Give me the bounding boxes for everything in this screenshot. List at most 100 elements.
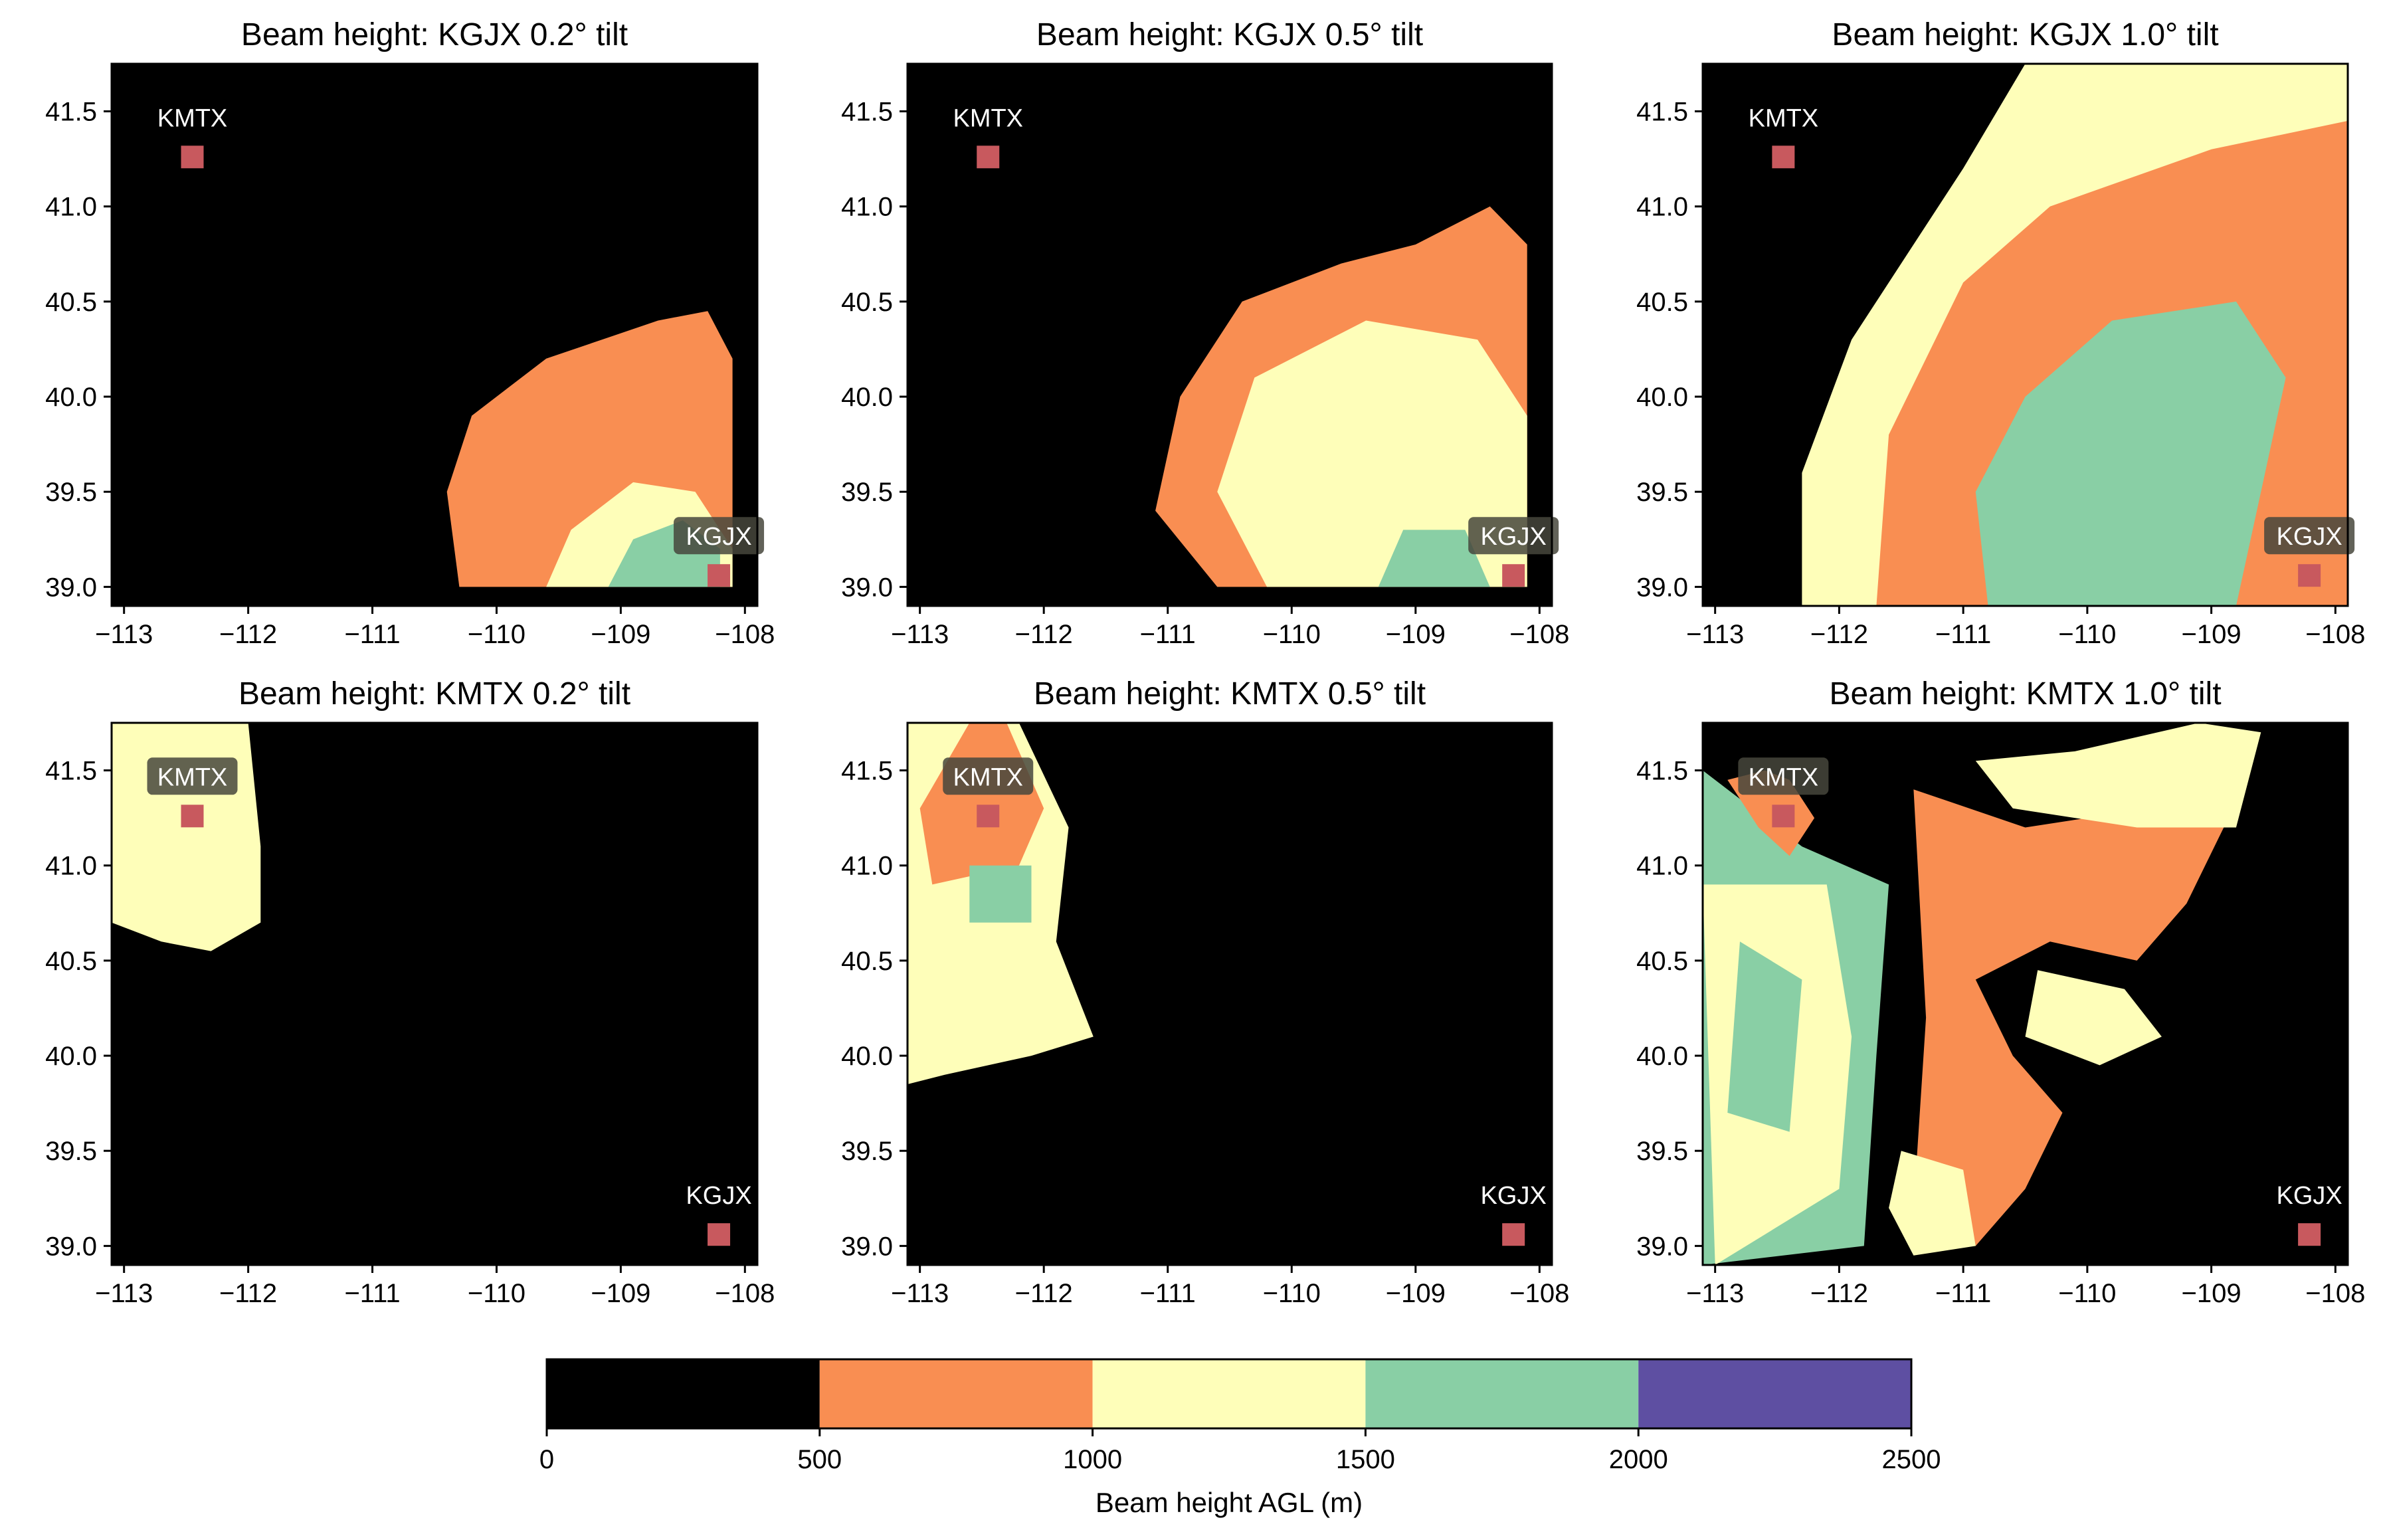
y-tick-label: 40.5: [1636, 947, 1688, 976]
station-label: KGJX: [2276, 523, 2342, 551]
panel-title: Beam height: KGJX 1.0° tilt: [1832, 17, 2218, 52]
y-tick-label: 41.0: [1636, 193, 1688, 222]
panel-title: Beam height: KMTX 0.5° tilt: [1034, 676, 1426, 712]
y-tick-label: 40.0: [45, 1042, 97, 1071]
x-tick-label: −110: [468, 620, 525, 649]
station-label-box: [1468, 517, 1559, 555]
y-tick-label: 41.0: [45, 852, 97, 881]
station-marker: [708, 564, 731, 587]
colorbar-tick-label: 0: [539, 1445, 554, 1474]
colorbar-label: Beam height AGL (m): [1096, 1487, 1363, 1518]
colorbar-tick-label: 500: [797, 1445, 842, 1474]
x-tick-label: −109: [1386, 620, 1446, 649]
station-label-box: [147, 757, 238, 795]
axes-frame: [110, 722, 759, 1266]
x-tick-label: −109: [1386, 1279, 1446, 1308]
station-marker: [708, 1223, 731, 1246]
y-tick-label: 39.5: [841, 478, 893, 507]
station-label: KMTX: [157, 104, 228, 132]
y-tick-label: 39.0: [45, 573, 97, 602]
beam-height-region: [1975, 301, 2286, 606]
x-tick-label: −113: [1686, 1279, 1744, 1308]
y-tick-label: 41.5: [841, 757, 893, 786]
panel-title: Beam height: KMTX 1.0° tilt: [1829, 676, 2221, 712]
station-marker: [181, 805, 204, 828]
beam-height-region: [1889, 1151, 1976, 1256]
x-tick-label: −109: [2182, 1279, 2242, 1308]
station-marker: [1502, 1223, 1525, 1246]
colorbar-segment: [819, 1359, 1093, 1428]
x-tick-label: −113: [95, 620, 153, 649]
y-tick-label: 41.5: [1636, 98, 1688, 127]
panel-title: Beam height: KGJX 0.5° tilt: [1036, 17, 1423, 52]
y-tick-label: 40.5: [45, 947, 97, 976]
colorbar-segment: [1092, 1359, 1366, 1428]
station-label-box: [2264, 517, 2355, 555]
station-label: KGJX: [1481, 523, 1547, 551]
station-label: KGJX: [2276, 1182, 2342, 1210]
y-tick-label: 40.0: [1636, 1042, 1688, 1071]
x-tick-label: −110: [1263, 1279, 1321, 1308]
y-tick-label: 40.5: [841, 947, 893, 976]
y-tick-label: 40.5: [45, 288, 97, 317]
x-tick-label: −111: [1935, 1279, 1991, 1308]
x-tick-label: −110: [2058, 620, 2116, 649]
map-panel: KMTX KGJX −113 −112 −111 −110 −109 −108 39.0 39.5…: [841, 17, 1569, 649]
colorbar-tick-label: 1000: [1063, 1445, 1122, 1474]
y-tick-label: 39.0: [841, 1232, 893, 1261]
station-marker: [977, 145, 1000, 169]
colorbar-segment: [547, 1359, 820, 1428]
y-tick-label: 41.5: [45, 757, 97, 786]
station-marker: [2298, 564, 2321, 587]
x-tick-label: −112: [1810, 620, 1868, 649]
y-tick-label: 39.0: [1636, 1232, 1688, 1261]
station-label-box: [1738, 757, 1829, 795]
station-label: KGJX: [686, 1182, 751, 1210]
colorbar-tick-label: 1500: [1336, 1445, 1395, 1474]
y-tick-label: 41.0: [841, 852, 893, 881]
axes-frame: [906, 722, 1553, 1266]
station-marker: [1502, 564, 1525, 587]
beam-height-region: [1217, 320, 1527, 587]
y-tick-label: 40.0: [841, 1042, 893, 1071]
x-tick-label: −109: [2182, 620, 2242, 649]
y-tick-label: 41.0: [45, 193, 97, 222]
x-tick-label: −108: [1509, 1279, 1569, 1308]
station-marker: [977, 805, 1000, 828]
x-tick-label: −108: [1509, 620, 1569, 649]
map-panel: KMTX KGJX −113 −112 −111 −110 −109 −108 39.0 39.5…: [45, 676, 775, 1308]
x-tick-label: −108: [2305, 1279, 2365, 1308]
y-tick-label: 41.5: [841, 98, 893, 127]
x-tick-label: −108: [2305, 620, 2365, 649]
beam-height-region: [1378, 529, 1490, 587]
beam-height-region: [1975, 723, 2261, 828]
x-tick-label: −109: [591, 1279, 650, 1308]
y-tick-label: 41.5: [1636, 757, 1688, 786]
panel-title: Beam height: KMTX 0.2° tilt: [238, 676, 630, 712]
x-tick-label: −108: [715, 620, 775, 649]
x-tick-label: −111: [1935, 620, 1991, 649]
x-tick-label: −112: [1810, 1279, 1868, 1308]
x-tick-label: −109: [591, 620, 650, 649]
y-tick-label: 40.5: [1636, 288, 1688, 317]
beam-height-region: [112, 723, 261, 951]
y-tick-label: 41.0: [1636, 852, 1688, 881]
x-tick-label: −111: [1140, 1279, 1196, 1308]
station-marker: [2298, 1223, 2321, 1246]
station-label: KMTX: [157, 763, 228, 791]
x-tick-label: −112: [1015, 1279, 1073, 1308]
x-tick-label: −112: [1015, 620, 1073, 649]
x-tick-label: −112: [219, 620, 277, 649]
station-label: KGJX: [1481, 1182, 1547, 1210]
station-marker: [1772, 805, 1795, 828]
y-tick-label: 39.5: [45, 1137, 97, 1166]
y-tick-label: 40.0: [841, 383, 893, 412]
x-tick-label: −111: [1140, 620, 1196, 649]
station-label: KGJX: [686, 523, 751, 551]
beam-height-region: [2025, 970, 2162, 1066]
x-tick-label: −113: [95, 1279, 153, 1308]
map-panel: KMTX KGJX −113 −112 −111 −110 −109 −108 39.0 39.5…: [1636, 676, 2365, 1308]
panel-title: Beam height: KGJX 0.2° tilt: [241, 17, 628, 52]
